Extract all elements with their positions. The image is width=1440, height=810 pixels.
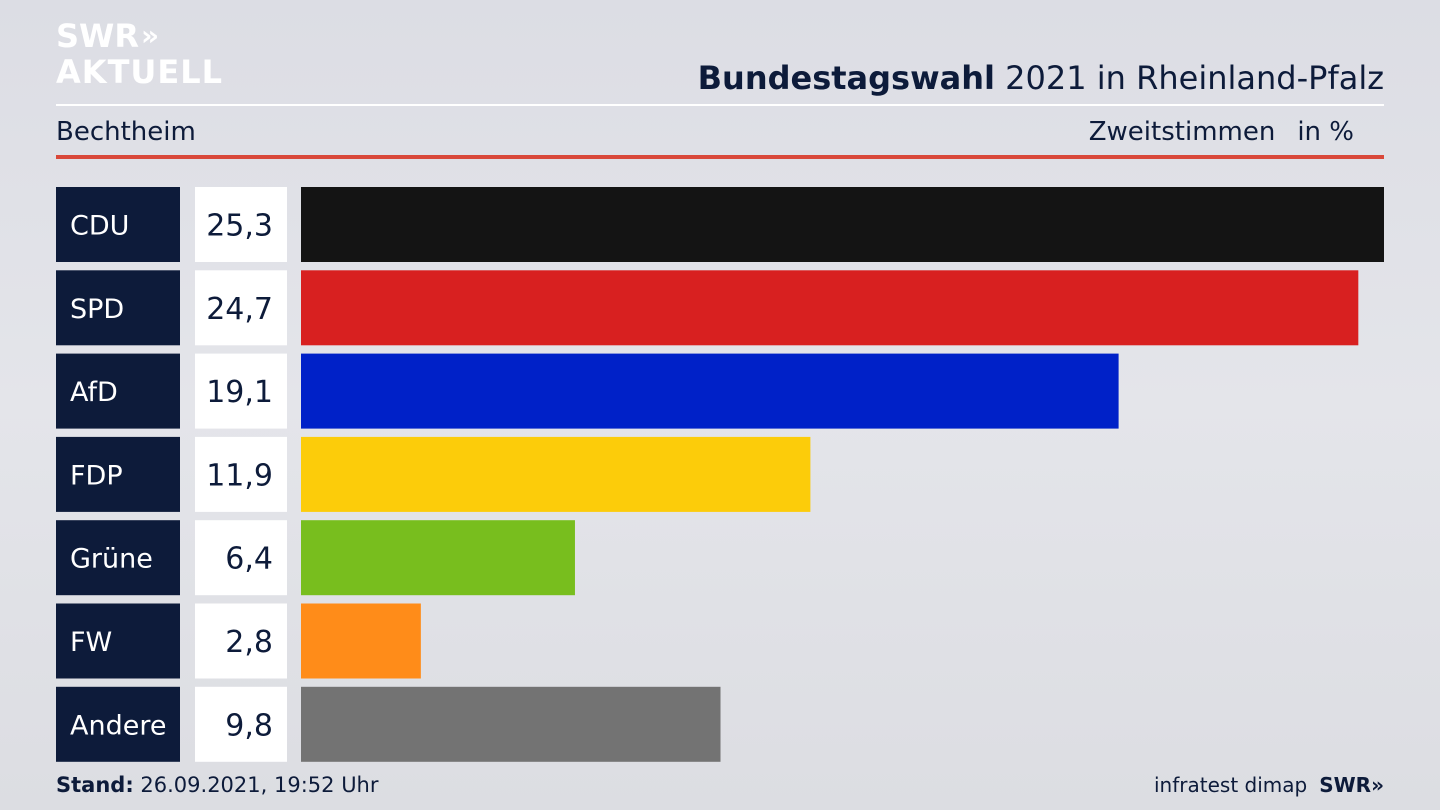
value-box-andere bbox=[195, 686, 287, 762]
value-label-gr-ne: 6,4 bbox=[225, 542, 273, 577]
party-label-bg-spd bbox=[56, 270, 180, 346]
bar-cdu bbox=[301, 187, 1384, 262]
page-title: Bundestagswahl 2021 in Rheinland-Pfalz bbox=[698, 58, 1384, 98]
party-label-andere: Andere bbox=[70, 710, 166, 741]
bar-afd bbox=[301, 353, 1119, 429]
party-label-fw: FW bbox=[70, 627, 112, 658]
unit-label: in % bbox=[1297, 117, 1354, 147]
value-box-fw bbox=[195, 603, 287, 679]
title-rest: 2021 in Rheinland-Pfalz bbox=[1005, 59, 1384, 97]
party-label-bg-andere bbox=[56, 686, 180, 762]
party-label-spd: SPD bbox=[70, 294, 124, 325]
value-label-andere: 9,8 bbox=[225, 708, 273, 743]
location-label: Bechtheim bbox=[56, 117, 196, 147]
title-bold: Bundestagswahl bbox=[697, 59, 995, 97]
stand-label: Stand: bbox=[56, 773, 134, 797]
bar-gr-ne bbox=[301, 520, 575, 596]
stand-value: 26.09.2021, 19:52 Uhr bbox=[140, 773, 379, 797]
timestamp: Stand: 26.09.2021, 19:52 Uhr bbox=[56, 772, 379, 798]
value-box-spd bbox=[195, 270, 287, 346]
value-label-fdp: 11,9 bbox=[206, 458, 273, 493]
swr-aktuell-logo: SWR» AKTUELL bbox=[56, 18, 226, 90]
footer-brand-text: SWR bbox=[1319, 773, 1372, 797]
header-divider bbox=[56, 104, 1384, 106]
party-label-bg-cdu bbox=[56, 187, 180, 262]
value-label-spd: 24,7 bbox=[206, 292, 273, 327]
party-label-fdp: FDP bbox=[70, 460, 123, 491]
vote-type-label: Zweitstimmen in % bbox=[1067, 116, 1354, 148]
value-box-afd bbox=[195, 353, 287, 429]
value-label-afd: 19,1 bbox=[206, 375, 273, 410]
footer-swr-logo: SWR» bbox=[1319, 773, 1384, 797]
value-box-cdu bbox=[195, 187, 287, 262]
source-credit: infratest dimap SWR» bbox=[1154, 772, 1384, 798]
bar-fw bbox=[301, 603, 421, 679]
value-box-gr-ne bbox=[195, 520, 287, 596]
bar-spd bbox=[301, 270, 1359, 346]
source-label: infratest dimap bbox=[1154, 773, 1308, 797]
value-label-cdu: 25,3 bbox=[206, 209, 273, 244]
logo-swr-text: SWR bbox=[56, 17, 139, 55]
value-label-fw: 2,8 bbox=[225, 625, 273, 660]
party-label-cdu: CDU bbox=[70, 211, 129, 242]
bar-andere bbox=[301, 686, 721, 762]
party-label-bg-fw bbox=[56, 603, 180, 679]
party-label-bg-afd bbox=[56, 353, 180, 429]
value-box-fdp bbox=[195, 436, 287, 512]
logo-aktuell-text: AKTUELL bbox=[56, 53, 224, 91]
party-label-bg-gr-ne bbox=[56, 520, 180, 596]
party-label-gr-ne: Grüne bbox=[70, 544, 153, 575]
accent-divider bbox=[56, 155, 1384, 159]
party-label-bg-fdp bbox=[56, 436, 180, 512]
party-label-afd: AfD bbox=[70, 377, 118, 408]
footer-chevron-icon: » bbox=[1371, 773, 1384, 797]
bar-fdp bbox=[301, 436, 811, 512]
vote-type: Zweitstimmen bbox=[1088, 117, 1276, 147]
